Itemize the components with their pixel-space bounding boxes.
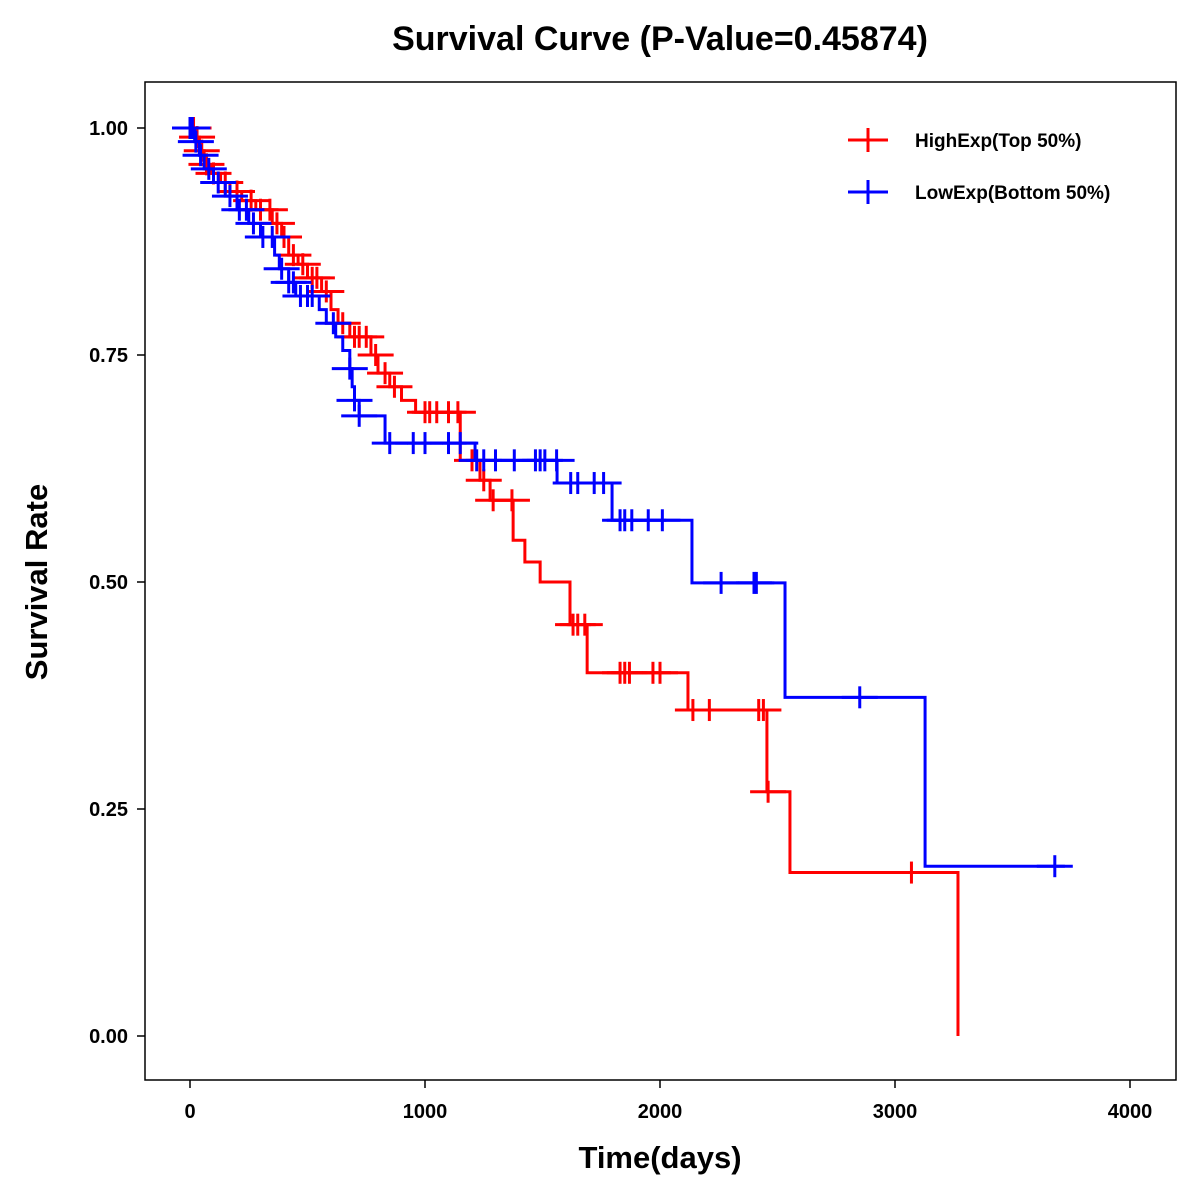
legend: HighExp(Top 50%) LowExp(Bottom 50%) [848,128,1110,204]
legend-label-low: LowExp(Bottom 50%) [915,183,1110,204]
legend-label-high: HighExp(Top 50%) [915,131,1081,152]
x-tick-label: 3000 [873,1101,918,1123]
y-tick-label: 0.75 [89,345,128,367]
x-tick-label: 1000 [403,1101,448,1123]
y-tick-label: 1.00 [89,118,128,140]
survival-curve-low [190,126,1065,868]
y-tick-label: 0.25 [89,799,128,821]
x-axis-label: Time(days) [578,1140,741,1175]
x-tick-label: 0 [184,1101,195,1123]
y-tick-label: 0.50 [89,572,128,594]
y-axis-label: Survival Rate [19,484,54,680]
x-tick-label: 4000 [1108,1101,1153,1123]
chart-title: Survival Curve (P-Value=0.45874) [392,20,928,58]
plot-frame [144,81,1177,1081]
x-tick-label: 2000 [638,1101,683,1123]
y-tick-label: 0.00 [89,1026,128,1048]
